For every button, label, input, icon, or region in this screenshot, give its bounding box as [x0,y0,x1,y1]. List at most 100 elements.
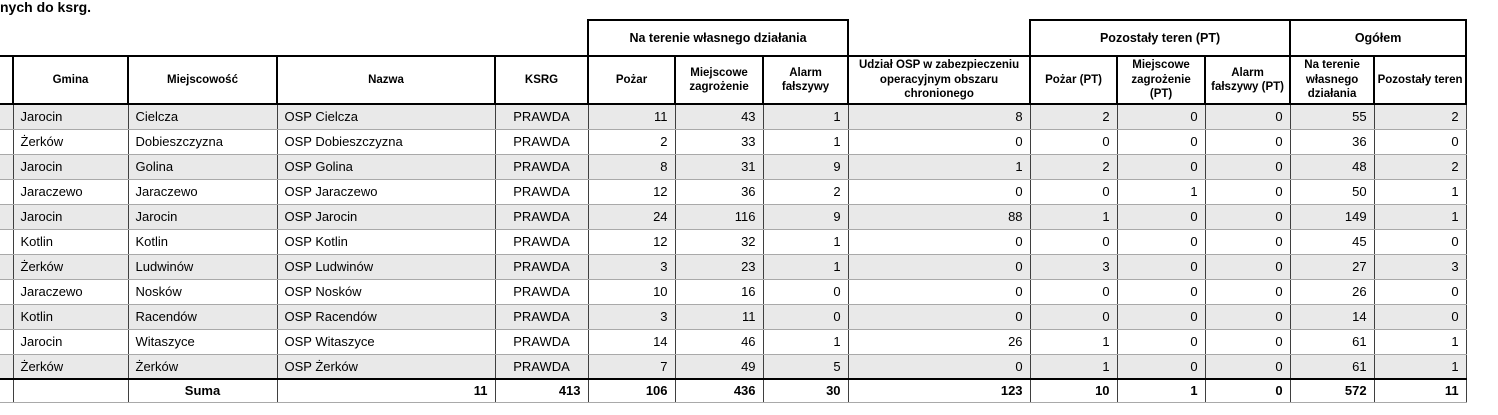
report-table-container: Na terenie własnego działania Pozostały t… [0,19,1468,403]
cell-ogolem-pozostaly: 1 [1374,329,1467,355]
cell-pozar: 8 [588,154,676,180]
cell-ogolem-wlasne: 36 [1290,129,1375,155]
summary-miejscowe-zagrozenie: 436 [675,378,764,403]
group-header-1: Pozostały teren (PT) [1029,19,1292,57]
cell-miejscowosc: Nosków [128,279,278,305]
column-header-miejscowe-zagrozenie-pt: Miejscowe zagrożenie (PT) [1116,55,1207,105]
summary-label: Suma [128,378,278,403]
cell-gmina: Jaraczewo [13,179,129,205]
cell-gmina: Kotlin [13,304,129,330]
cell-nazwa: OSP Jaraczewo [277,179,496,205]
cell-miejscowosc: Racendów [128,304,278,330]
summary-blank-gmina [13,378,129,403]
cell-nazwa: OSP Golina [277,154,496,180]
column-header-ksrg: KSRG [493,55,590,105]
cell-alarm-falszywy-pt: 0 [1205,254,1291,280]
cell-alarm-falszywy-pt: 0 [1205,129,1291,155]
cell-udzial-osp: 0 [848,279,1031,305]
cell-nazwa: OSP Dobieszczyzna [277,129,496,155]
cell-alarm-falszywy-pt: 0 [1205,229,1291,255]
group-header-row: Na terenie własnego działania Pozostały t… [0,19,1468,57]
cell-ksrg: PRAWDA [495,279,589,305]
cell-miejscowe-zagrozenie: 43 [675,104,764,130]
cell-gmina: Żerków [13,129,129,155]
cell-alarm-falszywy-pt: 0 [1205,204,1291,230]
cell-ogolem-wlasne: 27 [1290,254,1375,280]
cell-pozar-pt: 0 [1030,304,1118,330]
cell-miejscowe-zagrozenie-pt: 0 [1117,204,1206,230]
cell-nazwa: OSP Witaszyce [277,329,496,355]
cell-pozar-pt: 1 [1030,354,1118,380]
cell-nazwa: OSP Żerków [277,354,496,380]
cell-alarm-falszywy: 1 [763,229,849,255]
column-header-alarm-falszywy: Alarm fałszywy [762,55,850,105]
cell-rownum [0,154,14,180]
column-header-row: Gmina Miejscowość Nazwa KSRG Pożar Miejscowe … [0,55,1468,105]
column-header-pozar: Pożar [587,55,677,105]
cell-ogolem-pozostaly: 0 [1374,229,1467,255]
cell-miejscowe-zagrozenie-pt: 0 [1117,254,1206,280]
cell-pozar-pt: 0 [1030,129,1118,155]
cell-miejscowosc: Jarocin [128,204,278,230]
group-header-2: Ogółem [1289,19,1468,57]
cell-udzial-osp: 0 [848,354,1031,380]
cell-ogolem-pozostaly: 0 [1374,279,1467,305]
cell-ogolem-wlasne: 14 [1290,304,1375,330]
column-header-alarm-falszywy-pt: Alarm fałszywy (PT) [1204,55,1292,105]
cell-udzial-osp: 26 [848,329,1031,355]
cell-miejscowosc: Żerków [128,354,278,380]
group-header-0: Na terenie własnego działania [587,19,850,57]
column-header-ogolem-pozostaly: Pozostały teren [1373,55,1468,105]
cell-ksrg: PRAWDA [495,204,589,230]
cell-ogolem-pozostaly: 3 [1374,254,1467,280]
summary-alarm-falszywy: 30 [763,378,849,403]
cell-pozar-pt: 1 [1030,204,1118,230]
cell-pozar-pt: 0 [1030,179,1118,205]
cell-alarm-falszywy-pt: 0 [1205,329,1291,355]
cell-rownum [0,354,14,380]
cell-udzial-osp: 1 [848,154,1031,180]
cell-miejscowe-zagrozenie-pt: 0 [1117,129,1206,155]
cell-miejscowe-zagrozenie: 49 [675,354,764,380]
cell-pozar-pt: 2 [1030,154,1118,180]
column-header-ogolem-wlasne: Na terenie własnego działania [1289,55,1376,105]
cell-miejscowe-zagrozenie-pt: 0 [1117,229,1206,255]
cell-ksrg: PRAWDA [495,129,589,155]
cell-alarm-falszywy: 2 [763,179,849,205]
cell-miejscowosc: Dobieszczyzna [128,129,278,155]
cell-rownum [0,229,14,255]
cell-pozar-pt: 0 [1030,279,1118,305]
cell-pozar: 14 [588,329,676,355]
cell-miejscowosc: Witaszyce [128,329,278,355]
cell-miejscowe-zagrozenie: 33 [675,129,764,155]
cell-ogolem-pozostaly: 2 [1374,104,1467,130]
cell-miejscowe-zagrozenie-pt: 0 [1117,154,1206,180]
osp-interventions-table: Na terenie własnego działania Pozostały t… [0,19,1468,403]
cell-pozar-pt: 2 [1030,104,1118,130]
cell-miejscowe-zagrozenie-pt: 0 [1117,279,1206,305]
table-row: Żerków Ludwinów OSP Ludwinów PRAWDA 3 23 1 0 3 0 0… [0,254,1467,280]
cell-gmina: Jarocin [13,154,129,180]
cell-gmina: Jaraczewo [13,279,129,305]
cell-gmina: Jarocin [13,104,129,130]
summary-miejscowe-zagrozenie-pt: 1 [1117,378,1206,403]
cell-alarm-falszywy-pt: 0 [1205,179,1291,205]
cell-miejscowe-zagrozenie: 32 [675,229,764,255]
table-row: Jarocin Cielcza OSP Cielcza PRAWDA 11 43 1 8 2 0 0… [0,104,1467,130]
cell-miejscowe-zagrozenie: 11 [675,304,764,330]
cell-rownum [0,129,14,155]
cell-nazwa: OSP Kotlin [277,229,496,255]
cell-pozar-pt: 3 [1030,254,1118,280]
page-title: nych do ksrg. [0,0,92,15]
summary-nazwa: 11 [277,378,496,403]
cell-miejscowe-zagrozenie-pt: 0 [1117,104,1206,130]
cell-ogolem-wlasne: 26 [1290,279,1375,305]
cell-miejscowe-zagrozenie: 31 [675,154,764,180]
cell-pozar: 3 [588,254,676,280]
cell-udzial-osp: 0 [848,179,1031,205]
cell-alarm-falszywy: 9 [763,204,849,230]
cell-udzial-osp: 0 [848,129,1031,155]
summary-ogolem-pozostaly: 11 [1374,378,1467,403]
cell-pozar: 3 [588,304,676,330]
